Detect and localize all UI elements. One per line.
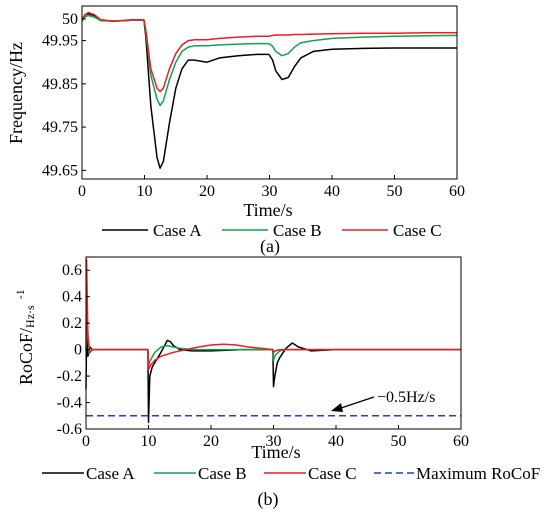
panel-b-xtick-label: 0 (82, 433, 90, 450)
panel-b-ticks-group: 0 10 20 30 40 50 60 0.6 0.4 0.2 0 -0.2 -0.4 -0.6 (57, 262, 469, 450)
panel-b-caption: (b) (258, 489, 279, 510)
panel-b-xtick-label: 40 (328, 433, 344, 450)
panel-a-ytick-label: 49.85 (42, 76, 78, 93)
panel-b-xtick-label: 30 (266, 433, 282, 450)
panel-a-legend: Case A Case B Case C (102, 221, 442, 240)
panel-b-ylabel: RoCoF/Hz·s -1 (13, 289, 37, 385)
panel-b-ytick-label: 0.4 (62, 289, 82, 306)
panel-b-xtick-label: 50 (391, 433, 407, 450)
panel-b-ylabel-exp: -1 (13, 289, 27, 299)
panel-a-ytick-label: 49.75 (42, 119, 78, 136)
annotation-label: −0.5Hz/s (377, 389, 435, 406)
legend-b-label-case-a: Case A (86, 464, 135, 483)
annotation-arrow-shaft (337, 396, 375, 410)
panel-b-xtick-label: 10 (141, 433, 157, 450)
legend-b-label-case-c: Case C (308, 464, 357, 483)
annotation-arrow-head (331, 403, 343, 412)
panel-a-series-case-b (81, 14, 458, 107)
panel-a-xtick-label: 20 (199, 183, 215, 200)
panel-b-xlabel: Time/s (251, 442, 300, 462)
panel-b-ylabel-unit: Hz·s (23, 305, 37, 328)
panel-b-ytick-label: 0 (74, 342, 82, 359)
panel-a-ytick-label: 50 (62, 11, 78, 28)
panel-a-ytick-label: 49.65 (42, 162, 78, 179)
panel-b-xtick-label: 20 (203, 433, 219, 450)
panel-b: 0 10 20 30 40 50 60 0.6 0.4 0.2 0 -0.2 -0.4 -0.6 Time… (13, 256, 540, 510)
panel-a-xtick-label: 0 (78, 183, 86, 200)
legend-b-label-max-rocof: Maximum RoCoF (416, 464, 540, 483)
panel-b-ytick-label: 0.2 (62, 315, 82, 332)
legend-a-label-case-b: Case B (273, 221, 322, 240)
panel-a: 0 10 20 30 40 50 60 50 49.95 49.85 49.75 49.65 Time… (6, 5, 465, 257)
panel-a-series-group (81, 11, 458, 169)
panel-a-xlabel: Time/s (243, 200, 292, 220)
panel-b-series-group (85, 258, 461, 424)
panel-b-series-case-b (85, 322, 461, 367)
panel-b-xtick-label: 60 (453, 433, 469, 450)
panel-b-legend: Case A Case B Case C Maximum RoCoF (42, 464, 540, 483)
panel-a-ytick-label: 49.95 (42, 33, 78, 50)
panel-a-xtick-label: 40 (324, 183, 340, 200)
panel-a-series-case-c (81, 11, 457, 93)
panel-a-series-case-a (81, 13, 457, 169)
panel-a-xtick-label: 60 (449, 183, 465, 200)
panel-a-ylabel: Frequency/Hz (6, 42, 26, 144)
panel-a-xtick-label: 50 (387, 183, 403, 200)
panel-b-ylabel-text: RoCoF/ (16, 328, 36, 385)
legend-a-label-case-a: Case A (153, 221, 202, 240)
panel-b-ytick-label: -0.6 (57, 421, 82, 438)
panel-b-series-case-c (85, 258, 461, 371)
panel-b-ytick-label: -0.2 (57, 368, 82, 385)
legend-b-label-case-b: Case B (198, 464, 247, 483)
panel-b-ylabel-main: RoCoF/Hz·s -1 (13, 289, 37, 385)
annotation-max-rocof: −0.5Hz/s (331, 389, 435, 412)
panel-a-ticks-group: 0 10 20 30 40 50 60 50 49.95 49.85 49.75 49.65 (42, 11, 465, 200)
panel-b-ytick-label: -0.4 (57, 395, 82, 412)
panel-b-ytick-label: 0.6 (62, 262, 82, 279)
panel-a-xtick-label: 10 (137, 183, 153, 200)
panel-a-xtick-label: 30 (262, 183, 278, 200)
panel-a-axes-frame (81, 5, 458, 180)
legend-a-label-case-c: Case C (393, 221, 442, 240)
panel-a-caption: (a) (260, 236, 280, 257)
